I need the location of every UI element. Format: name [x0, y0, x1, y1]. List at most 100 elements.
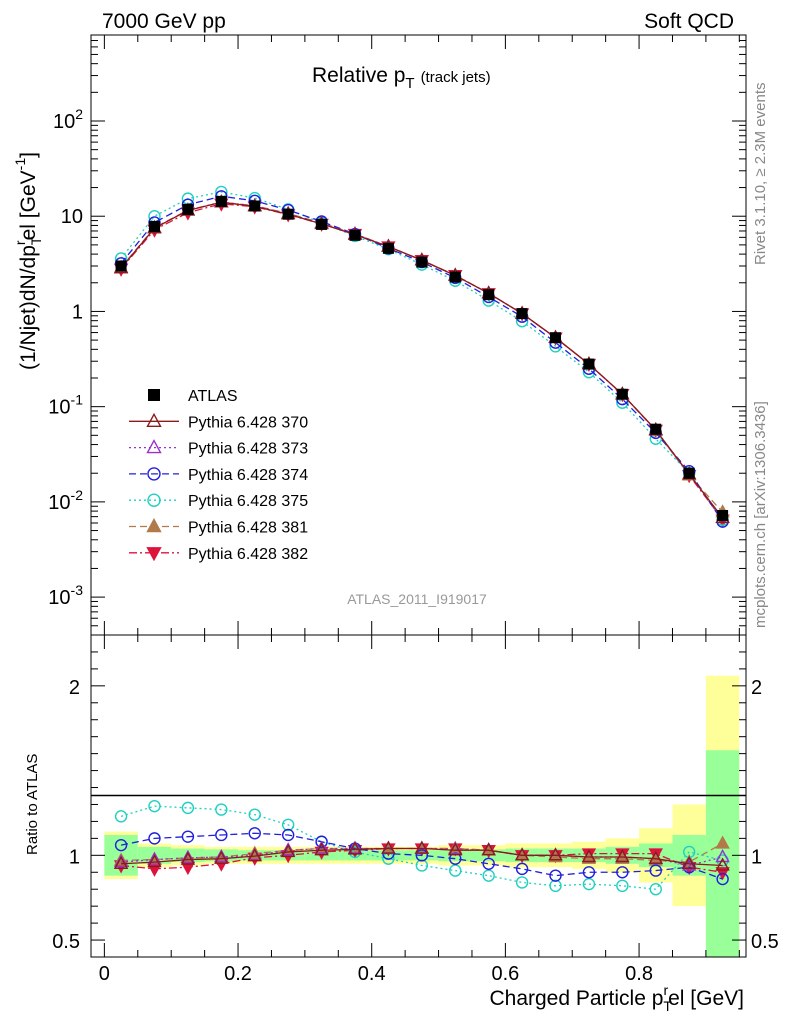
ratio-point-p374	[649, 864, 662, 877]
ratio-y-tick-label-right: 1	[751, 846, 762, 868]
ratio-series-p374	[114, 827, 729, 886]
point-ATLAS	[182, 203, 194, 215]
point-ATLAS	[583, 358, 595, 370]
ratio-point-p370	[280, 843, 296, 858]
ratio-point-p370	[113, 855, 129, 869]
legend-entry-p374: Pythia 6.428 374	[129, 467, 308, 484]
main-y-tick-label: 10-2	[48, 487, 83, 514]
legend: ATLAS Pythia 6.428 370 Pythia 6.428 373 Pyt…	[129, 388, 308, 563]
ratio-point-p375	[248, 808, 261, 821]
ratio-plot-frame	[90, 634, 747, 958]
ratio-point-p381	[715, 835, 730, 849]
legend-label: Pythia 6.428 381	[188, 520, 308, 537]
ratio-panel: 0.5 0.51 12 2 0 0.2 0.4 0.6 0.8 Ratio to ATLAS …	[24, 634, 779, 1014]
legend-label: ATLAS	[188, 388, 238, 405]
ratio-point-p373	[715, 849, 730, 863]
ratio-point-p374	[281, 828, 295, 842]
ratio-point-p373	[113, 854, 129, 868]
legend-marker	[148, 389, 160, 401]
ratio-y-axis-label: Ratio to ATLAS	[24, 754, 41, 855]
ratio-point-p375	[549, 879, 562, 893]
ratio-line-p375	[120, 805, 723, 890]
point-ATLAS	[449, 271, 461, 283]
ratio-point-p375	[148, 799, 161, 813]
point-ATLAS	[316, 218, 328, 230]
legend-entry-p370: Pythia 6.428 370	[129, 412, 308, 431]
legend-marker	[146, 547, 162, 562]
ratio-line-p370	[121, 847, 723, 867]
ratio-point-p374	[582, 866, 596, 879]
ratio-point-p374	[181, 830, 195, 843]
point-ATLAS	[550, 332, 562, 344]
series-line-p375	[120, 191, 724, 521]
point-ATLAS	[382, 242, 394, 254]
legend-marker	[147, 467, 161, 481]
legend-entry-ATLAS: ATLAS	[148, 388, 238, 405]
ratio-y-tick-label: 2	[69, 677, 80, 699]
legend-label: Pythia 6.428 370	[188, 414, 308, 431]
ratio-point-p373	[147, 851, 162, 865]
ratio-point-p373	[280, 842, 296, 856]
main-ticks	[91, 34, 746, 636]
point-ATLAS	[483, 289, 495, 301]
main-y-tick-label: 10-3	[48, 582, 83, 609]
x-tick-label: 0.2	[224, 963, 252, 985]
ratio-point-p375	[114, 810, 128, 823]
ratio-point-p370	[147, 854, 162, 868]
analysis-watermark: ATLAS_2011_I919017	[347, 591, 487, 607]
legend-marker	[146, 518, 162, 533]
ratio-point-p375	[281, 818, 295, 832]
main-series-layer	[113, 185, 730, 528]
x-axis-label: Charged Particle pTrel [GeV]	[489, 982, 744, 1014]
ratio-point-p375	[616, 879, 629, 893]
main-y-tick-labels: 10-3 10-2 10-1 1 10 102	[48, 106, 83, 609]
ratio-point-p375	[515, 876, 529, 889]
ratio-y-tick-label: 0.5	[52, 931, 80, 953]
legend-label: Pythia 6.428 374	[188, 467, 308, 484]
ratio-point-p370	[414, 840, 430, 854]
point-ATLAS	[616, 388, 628, 400]
point-ATLAS	[115, 260, 127, 272]
main-y-axis-label: (1/Njet)dN/dpTrel [GeV-1]	[12, 152, 44, 370]
ratio-point-p375	[582, 877, 596, 891]
point-ATLAS	[349, 229, 361, 241]
ratio-point-p373	[180, 849, 196, 864]
ratio-point-p374	[148, 832, 161, 845]
ratio-series-layer	[113, 799, 730, 896]
series-line-p381	[120, 201, 724, 513]
legend-entry-p375: Pythia 6.428 375	[129, 493, 308, 510]
ratio-point-p375	[482, 869, 495, 882]
point-ATLAS	[282, 208, 294, 220]
point-ATLAS	[516, 308, 528, 320]
series-ATLAS	[115, 195, 729, 521]
main-y-tick-label: 1	[72, 301, 83, 323]
main-y-tick-label: 102	[53, 106, 83, 133]
ratio-point-p370	[448, 842, 463, 856]
point-ATLAS	[416, 256, 428, 268]
ratio-point-p375	[649, 883, 662, 896]
point-ATLAS	[650, 423, 662, 435]
point-ATLAS	[683, 467, 695, 479]
header-right: Soft QCD	[644, 10, 734, 33]
point-ATLAS	[717, 509, 729, 521]
ratio-y-tick-label-right: 2	[751, 677, 762, 699]
ratio-point-p374	[616, 866, 629, 879]
legend-marker	[146, 412, 162, 427]
point-ATLAS	[148, 220, 160, 232]
ratio-point-p375	[181, 801, 195, 815]
side-text-top: Rivet 3.1.10, ≥ 2.3M events	[752, 83, 769, 266]
ratio-point-p370	[247, 848, 262, 862]
legend-entry-p373: Pythia 6.428 373	[129, 439, 308, 458]
x-tick-labels: 0 0.2 0.4 0.6 0.8	[99, 963, 653, 985]
legend-marker	[146, 439, 162, 454]
ratio-point-p370	[314, 842, 329, 856]
ratio-point-p374	[415, 849, 429, 862]
ratio-point-p370	[548, 847, 563, 861]
ratio-point-p370	[214, 850, 229, 864]
ratio-point-p370	[514, 847, 530, 861]
ratio-point-p374	[549, 869, 562, 882]
ratio-point-p375	[449, 864, 462, 877]
ratio-point-p370	[481, 842, 496, 856]
point-ATLAS	[215, 195, 227, 207]
